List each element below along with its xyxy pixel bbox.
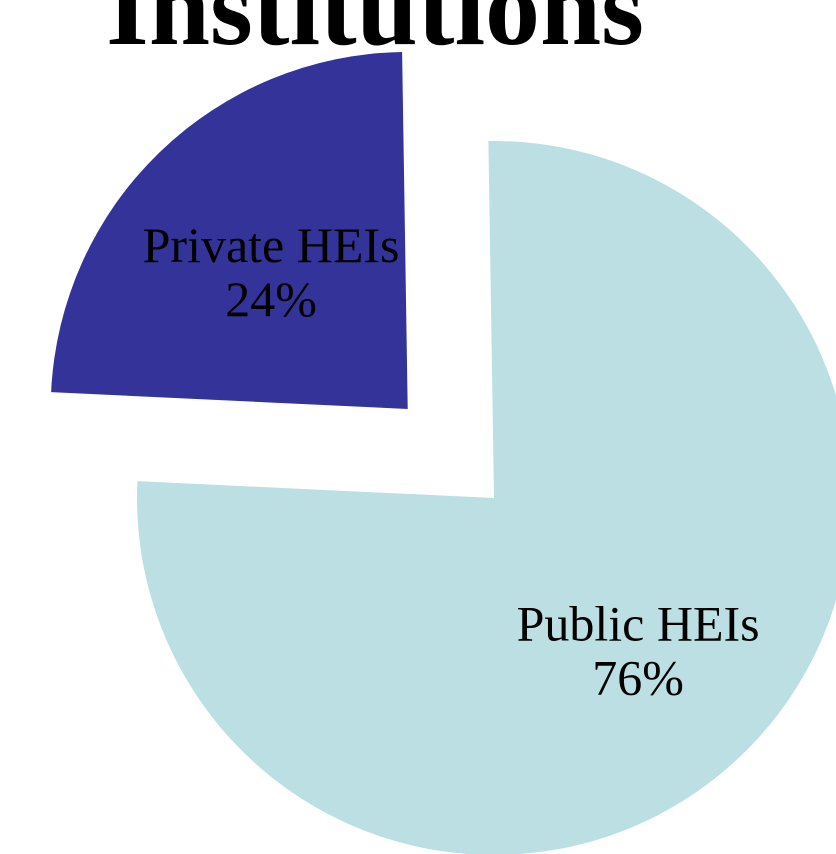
pie-slice-public-heis (137, 141, 836, 854)
pie-slice-private-heis (51, 51, 408, 409)
slice-label-percent: 24% (225, 271, 317, 327)
slice-label-percent: 76% (592, 650, 684, 706)
slice-label-name: Private HEIs (143, 217, 400, 273)
slice-label-name: Public HEIs (517, 596, 760, 652)
